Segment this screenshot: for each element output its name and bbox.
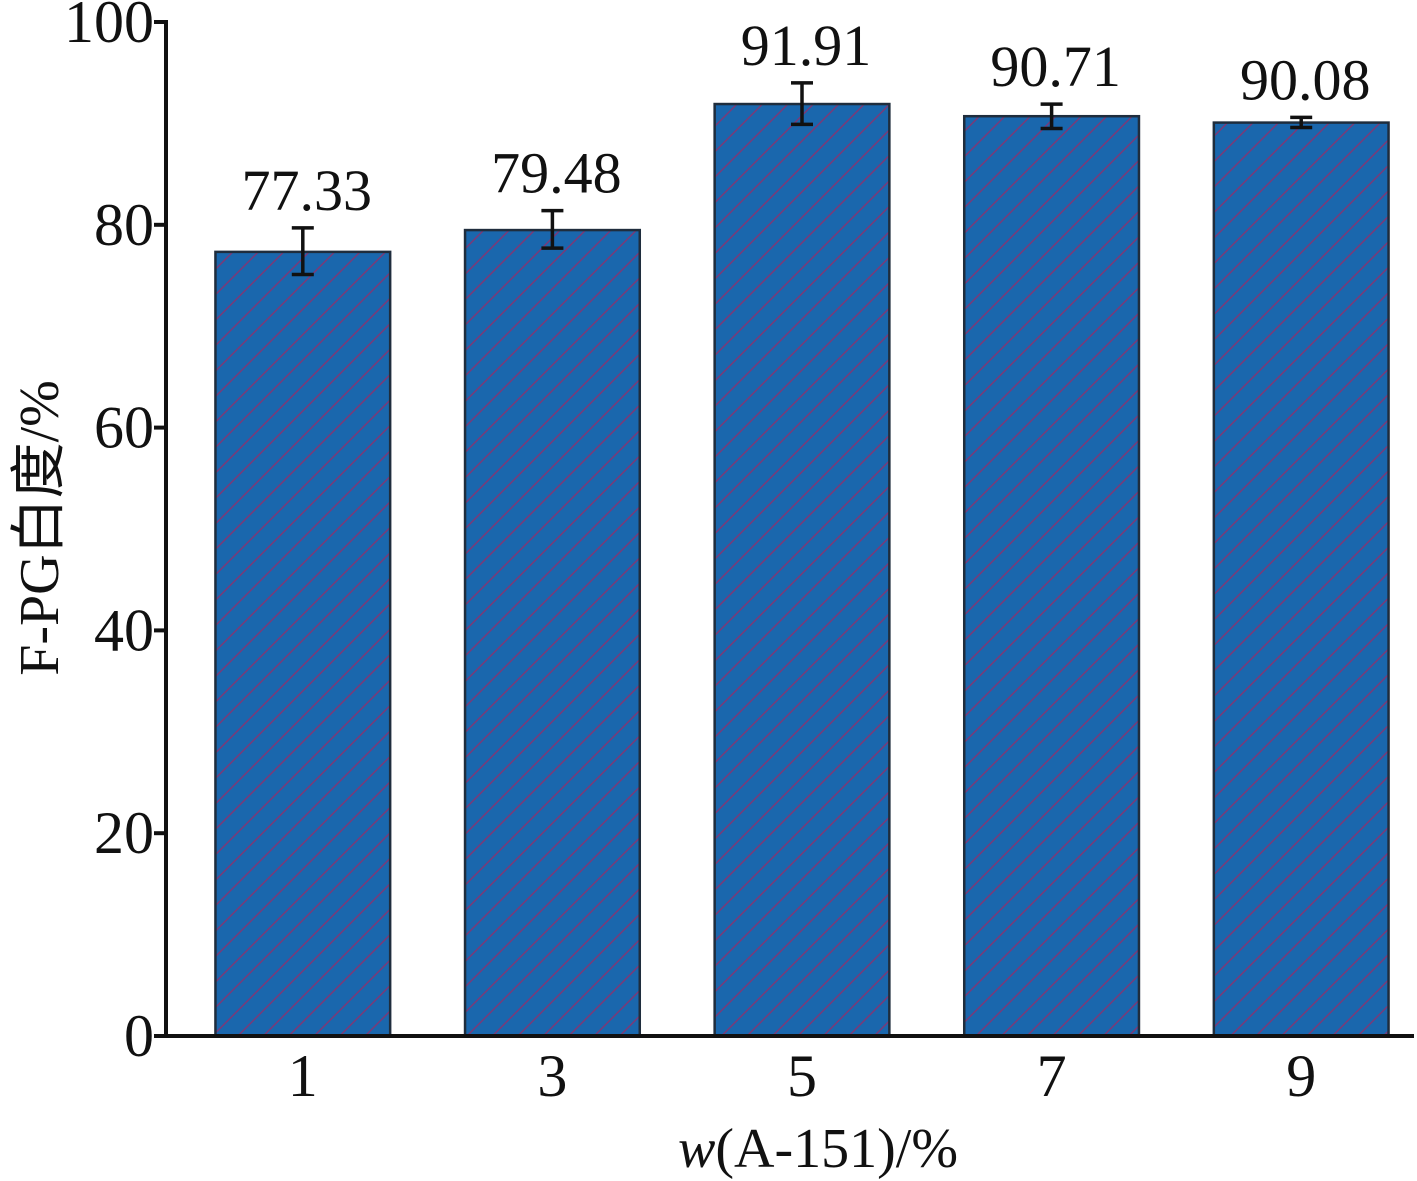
value-labels: 77.33 79.48 91.91 90.71 90.08	[242, 13, 1371, 223]
value-label-5: 91.91	[741, 13, 872, 78]
bar-7	[962, 114, 1141, 1038]
bar-3	[463, 228, 642, 1038]
bars	[214, 102, 1390, 1038]
y-tick-label-100: 100	[64, 0, 154, 55]
value-label-7: 90.71	[990, 34, 1121, 99]
error-bar-9	[1290, 115, 1313, 130]
bar-9	[1212, 121, 1390, 1038]
error-bars	[291, 81, 1313, 277]
y-tick-label-80: 80	[94, 192, 154, 258]
y-tick-label-60: 60	[94, 395, 154, 461]
error-bar-1	[291, 226, 314, 277]
x-tick-label-5: 5	[787, 1043, 817, 1109]
x-tick-label-9: 9	[1286, 1043, 1316, 1109]
error-bar-5	[791, 81, 813, 127]
error-bar-7	[1040, 102, 1063, 131]
x-tick-label-1: 1	[288, 1043, 318, 1109]
value-label-9: 90.08	[1240, 47, 1371, 112]
error-bar-3	[541, 208, 564, 250]
value-label-3: 79.48	[491, 141, 622, 206]
y-tick-label-40: 40	[94, 597, 154, 663]
bar-1	[214, 250, 392, 1038]
bar-5	[713, 102, 891, 1038]
x-tick-label-7: 7	[1037, 1043, 1067, 1109]
y-axis-title: F-PG白度/%	[9, 380, 71, 676]
value-label-1: 77.33	[242, 158, 373, 223]
x-axis-title: w(A-151)/%	[678, 1118, 958, 1180]
y-tick-label-20: 20	[94, 800, 154, 866]
x-tick-label-3: 3	[537, 1043, 567, 1109]
y-tick-label-0: 0	[124, 1003, 154, 1069]
axes: 1 3 5 7 9 0 20 40 60 80 100	[64, 0, 1414, 1109]
